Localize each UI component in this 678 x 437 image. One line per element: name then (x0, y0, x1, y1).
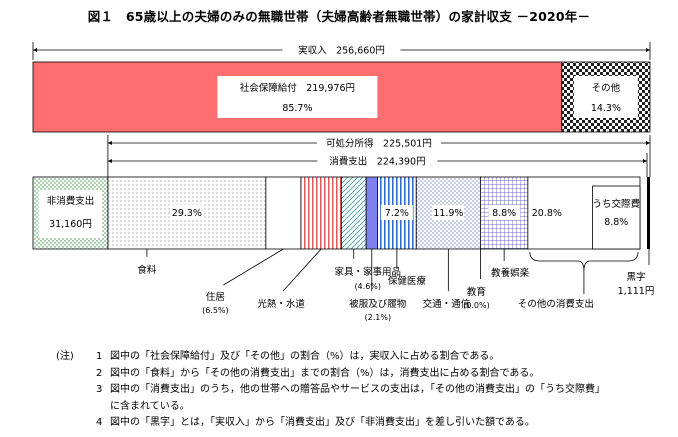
income-total-label: 実収入 256,660円 (298, 45, 385, 57)
footnote-1: (注) 1 図中の「社会保障給付」及び「その他」の割合（%）は，実収入に占める割… (56, 351, 500, 362)
income-segment-pct: 85.7% (282, 103, 312, 114)
label-housing-pct: (6.5%) (202, 306, 229, 315)
leader-utilities (282, 248, 322, 292)
disposable-label: 可処分所得 225,501円 (326, 138, 432, 150)
consumption-label-bg (317, 155, 438, 167)
social-exchange-box (592, 185, 641, 250)
footnote-3-cont: に含まれている。 (110, 400, 190, 412)
footnote-4: 4 図中の「黒字」とは，「実収入」から「消費支出」及び「非消費支出」を差し引いた… (96, 417, 535, 428)
expense-segment-3 (300, 176, 342, 250)
expense-segment-pct: 7.2% (385, 208, 409, 219)
page-title: 図１ 65歳以上の夫婦のみの無職世帯（夫婦高齢者無職世帯）の家計収支 －2020… (87, 9, 591, 24)
consumption-label: 消費支出 224,390円 (329, 156, 425, 168)
label-housing: 住居 (206, 291, 225, 303)
label-furniture: 家具・家事用品 (334, 266, 401, 278)
income-label-box-1 (217, 76, 378, 118)
expense-segment-pct: 11.9% (433, 208, 463, 219)
label-recreation: 教養娯楽 (491, 267, 530, 279)
surplus-segment (647, 177, 650, 249)
expense-segment-5 (365, 176, 378, 250)
household-budget-chart: 社会保障給付 219,976円 85.7% その他 14.3% 非消費支出 31,160… (32, 42, 655, 322)
label-surplus: 黒字 (626, 271, 645, 283)
non-consumption-label-box (39, 190, 102, 238)
other-consumption-pct: 20.8% (532, 208, 562, 219)
label-clothing: 被服及び履物 (349, 298, 407, 310)
label-food: 食料 (137, 264, 157, 276)
expense-pct-bg (380, 205, 413, 220)
label-education: 教育 (467, 286, 486, 298)
leader-housing (223, 248, 284, 286)
social-exchange-pct: 8.8% (604, 217, 628, 228)
label-utilities: 光熱・水道 (257, 298, 305, 310)
income-label-box-2 (573, 76, 638, 118)
label-transport: 交通・通信 (423, 298, 471, 310)
income-segment-label: その他 (592, 82, 621, 94)
footnote-3: 3 図中の「消費支出」のうち，他の世帯への贈答品やサービスの支出は，「その他の消… (96, 384, 605, 395)
footnote-2: 2 図中の「食料」から「その他の消費支出」までの割合（%）は，消費支出に占める割… (96, 367, 540, 379)
expense-pct-bg (432, 205, 465, 220)
non-consumption-value: 31,160円 (49, 219, 92, 230)
expense-segment-pct: 8.8% (492, 208, 516, 219)
label-clothing-pct: (2.1%) (365, 313, 392, 322)
label-furniture-pct: (4.6%) (354, 282, 381, 291)
income-segment-label: 社会保障給付 219,976円 (240, 82, 355, 94)
disposable-label-bg (316, 137, 441, 149)
income-segment-pct: 14.3% (591, 103, 621, 114)
expense-segment-4 (340, 176, 367, 250)
footnotes: (注) 1 図中の「社会保障給付」及び「その他」の割合（%）は，実収入に占める割… (56, 349, 656, 432)
non-consumption-label: 非消費支出 (47, 195, 95, 207)
label-other-consumption: その他の消費支出 (518, 298, 594, 310)
expense-segment-pct: 29.3% (172, 208, 202, 219)
label-surplus-value: 1,111円 (618, 286, 655, 297)
label-education-pct: (0.0%) (463, 301, 490, 310)
expense-pct-bg (170, 205, 203, 220)
label-medical: 保健医療 (388, 275, 427, 287)
social-exchange-label: うち交際費 (593, 198, 641, 210)
expense-segment-2 (265, 176, 302, 250)
other-consumption-brace (529, 251, 639, 272)
income-label-bg (282, 44, 401, 56)
expense-pct-bg (488, 205, 521, 220)
